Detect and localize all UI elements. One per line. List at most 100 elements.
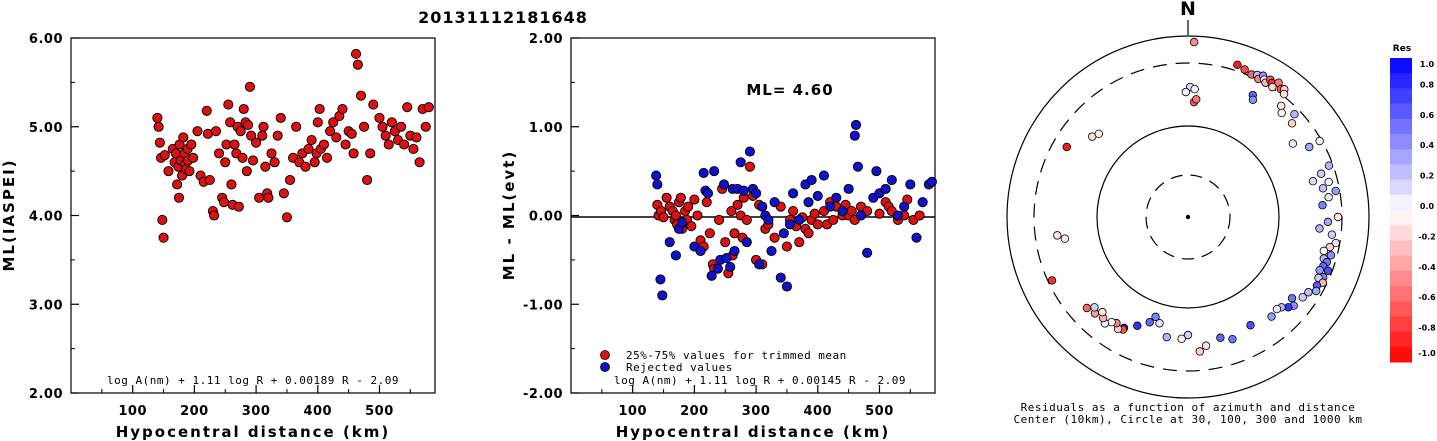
station-marker — [1053, 231, 1062, 240]
data-point — [712, 263, 723, 274]
station-marker — [1248, 95, 1258, 105]
station-marker — [1318, 201, 1327, 210]
data-point — [729, 228, 740, 239]
data-point — [803, 228, 814, 239]
station-marker — [1151, 312, 1160, 322]
station-marker — [1177, 334, 1186, 344]
data-point — [917, 197, 928, 208]
legend-rejected-label: Rejected values — [626, 361, 733, 374]
station-marker — [1287, 119, 1297, 128]
data-point — [269, 157, 280, 168]
data-point — [173, 192, 185, 203]
data-point — [661, 192, 672, 203]
colorbar-swatch — [1390, 301, 1412, 317]
data-point — [257, 130, 268, 141]
data-point — [272, 130, 283, 141]
station-marker — [1162, 332, 1172, 342]
colorbar-swatch — [1390, 210, 1412, 226]
colorbar-swatch — [1390, 164, 1412, 181]
data-point — [812, 190, 823, 202]
colorbar-tick-label: -0.2 — [1418, 232, 1436, 241]
data-point — [781, 281, 792, 292]
data-point — [233, 201, 244, 212]
station-marker — [1047, 276, 1057, 285]
station-marker — [1277, 108, 1286, 118]
data-point — [281, 212, 292, 223]
colorbar-swatch — [1390, 331, 1412, 348]
data-point — [188, 152, 199, 163]
data-point — [831, 192, 842, 203]
colorbar-swatches: 1.0 0.8 0.6 0.4 0.2 0.0 -0.2 -0.4 -0.6 -0.8 -1.0 — [1390, 58, 1436, 363]
data-point — [275, 112, 286, 123]
panel2-ticks: 100 200 300 400 500 -2.00 -1.00 0.00 1.00 2.00 — [523, 32, 911, 419]
station-marker — [1323, 217, 1333, 227]
data-point — [775, 272, 786, 283]
data-point — [855, 210, 867, 221]
station-marker — [1228, 334, 1237, 344]
ml-value-label: ML= 4.60 — [746, 81, 833, 99]
data-point — [154, 137, 165, 148]
data-point — [788, 206, 799, 217]
data-point — [911, 232, 922, 243]
station-marker — [1107, 317, 1116, 327]
station-marker — [1090, 303, 1099, 312]
station-marker — [1183, 330, 1193, 340]
data-point — [657, 290, 668, 301]
colorbar-tick-label: 0.6 — [1420, 111, 1435, 120]
data-point — [738, 185, 749, 196]
data-point — [278, 188, 289, 199]
data-point — [318, 139, 329, 150]
station-marker — [1155, 319, 1164, 328]
panel-ml-residual: 100 200 300 400 500 -2.00 -1.00 0.00 1.00 2.00 ML… — [500, 32, 937, 441]
data-point — [263, 192, 274, 203]
data-point — [303, 143, 314, 154]
station-marker — [1189, 37, 1199, 47]
panel2-formula: log A(nm) + 1.11 log R + 0.00145 R - 2.0… — [614, 374, 906, 387]
polar-caption-line1: Residuals as a function of azimuth and d… — [1021, 401, 1356, 414]
station-marker — [1195, 347, 1204, 356]
colorbar-swatch — [1390, 194, 1412, 211]
colorbar-swatch — [1390, 88, 1412, 105]
colorbar-swatch — [1390, 103, 1412, 120]
data-point — [172, 179, 183, 190]
data-point — [355, 90, 367, 101]
station-marker — [1305, 142, 1314, 152]
data-point — [652, 179, 663, 190]
data-point — [744, 161, 755, 172]
panel-ml-iaspei: 100 200 300 400 500 2.00 3.00 4.00 5.00 6.00 log … — [0, 32, 436, 441]
station-marker — [1287, 294, 1297, 303]
station-marker — [1315, 136, 1324, 146]
y-tick-label: 6.00 — [29, 32, 63, 47]
data-point — [158, 232, 169, 243]
data-point — [346, 128, 357, 139]
panel2-points — [651, 119, 937, 301]
panel2-xlabel: Hypocentral distance (km) — [616, 423, 891, 441]
station-marker — [1318, 184, 1328, 193]
data-point — [741, 237, 752, 248]
data-point — [312, 117, 323, 128]
data-point — [306, 135, 317, 146]
station-marker — [1272, 304, 1282, 314]
circle-30km — [1145, 174, 1231, 260]
data-point — [828, 214, 839, 225]
x-tick-label: 200 — [180, 404, 209, 419]
data-point — [769, 197, 780, 208]
polar-stations — [1047, 37, 1343, 356]
station-marker — [1331, 186, 1340, 196]
data-point — [235, 126, 246, 137]
data-point — [763, 214, 774, 225]
station-marker — [1145, 318, 1154, 327]
data-point — [778, 228, 789, 239]
data-point — [396, 121, 407, 132]
y-tick-label: 4.00 — [29, 210, 63, 225]
x-tick-label: 300 — [242, 404, 271, 419]
north-label: N — [1180, 0, 1196, 20]
colorbar-swatch — [1390, 240, 1412, 257]
y-tick-label: 2.00 — [29, 387, 63, 402]
data-point — [706, 270, 717, 281]
station-marker — [1277, 101, 1286, 111]
data-point — [675, 192, 686, 203]
station-marker — [1268, 82, 1277, 92]
station-marker — [1267, 312, 1276, 321]
data-point — [284, 174, 296, 186]
